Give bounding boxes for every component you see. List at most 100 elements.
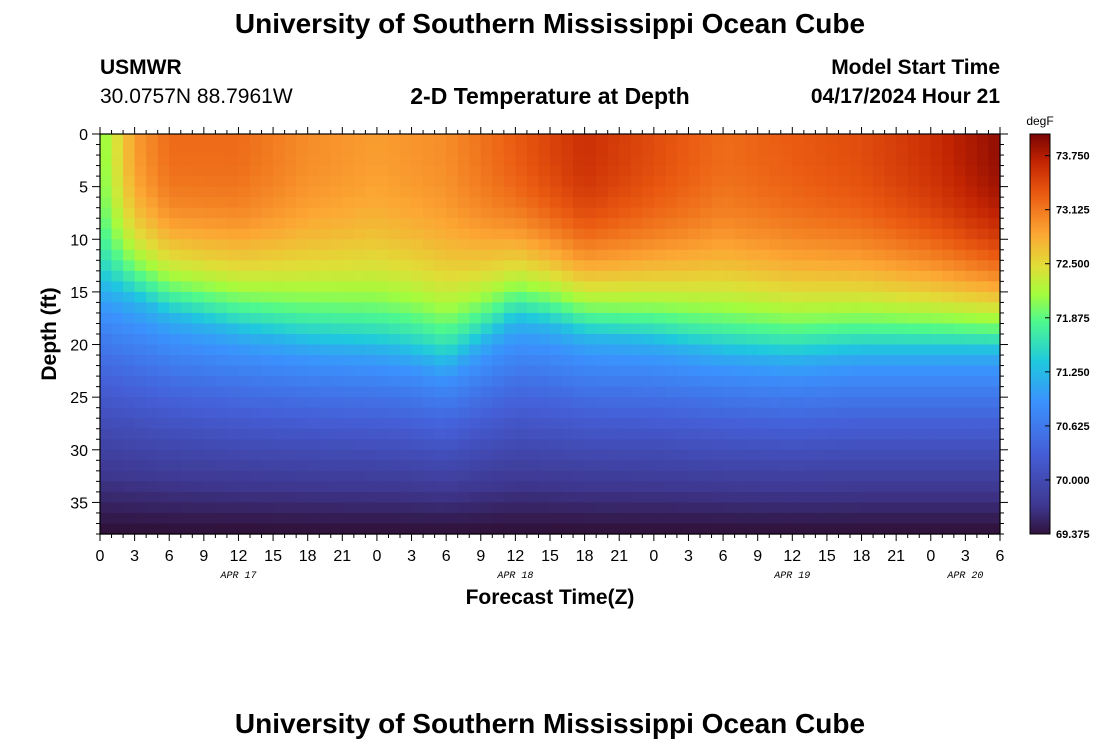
heat-cell: [307, 376, 320, 388]
heat-cell: [596, 344, 609, 356]
heat-cell: [780, 197, 793, 209]
heat-cell: [780, 291, 793, 304]
heat-cell: [803, 197, 816, 209]
heat-cell: [423, 186, 436, 198]
heat-cell: [146, 165, 159, 177]
heat-cell: [319, 155, 332, 167]
heat-cell: [319, 502, 332, 514]
heat-cell: [884, 449, 897, 461]
heat-cell: [850, 334, 863, 346]
heat-cell: [688, 312, 701, 325]
heat-cell: [780, 418, 793, 430]
heat-cell: [515, 428, 528, 440]
heat-cell: [192, 439, 205, 451]
heat-cell: [746, 165, 759, 177]
heat-cell: [296, 481, 309, 493]
heat-cell: [469, 312, 482, 325]
heat-cell: [273, 155, 286, 167]
heat-cell: [953, 470, 966, 482]
heat-cell: [596, 155, 609, 167]
heat-cell: [803, 470, 816, 482]
heat-cell: [284, 176, 297, 188]
heat-cell: [434, 365, 447, 377]
heat-cell: [665, 312, 678, 325]
heat-cell: [630, 176, 643, 188]
heat-cell: [400, 449, 413, 461]
heat-cell: [342, 334, 355, 346]
heat-cell: [630, 218, 643, 230]
heat-cell: [215, 312, 228, 325]
heat-cell: [700, 418, 713, 430]
heat-cell: [215, 165, 228, 177]
heat-cell: [561, 418, 574, 430]
heat-cell: [146, 365, 159, 377]
heat-cell: [157, 134, 170, 146]
heat-cell: [642, 270, 655, 282]
heat-cell: [319, 323, 332, 335]
heat-cell: [134, 418, 147, 430]
heat-cell: [965, 344, 978, 356]
heat-cell: [226, 439, 240, 451]
heat-cell: [838, 291, 851, 304]
heat-cell: [619, 418, 632, 430]
heat-cell: [942, 376, 955, 388]
heat-cell: [146, 407, 159, 419]
heat-cell: [226, 249, 240, 261]
heat-cell: [700, 428, 713, 440]
heat-cell: [942, 176, 955, 188]
heat-cell: [653, 176, 666, 188]
heat-cell: [584, 491, 597, 504]
heat-cell: [192, 512, 205, 525]
heat-cell: [515, 334, 528, 346]
heat-cell: [919, 376, 932, 388]
heat-cell: [111, 260, 124, 272]
heat-cell: [538, 397, 551, 409]
heat-cell: [884, 386, 897, 398]
heat-cell: [630, 386, 643, 398]
heat-cell: [711, 523, 724, 535]
heat-cell: [423, 176, 436, 188]
heat-cell: [538, 376, 551, 388]
heat-cell: [215, 155, 228, 167]
heat-cell: [976, 197, 990, 209]
heat-cell: [134, 376, 147, 388]
heat-cell: [434, 312, 447, 325]
heat-cell: [792, 291, 805, 304]
heat-cell: [169, 239, 182, 251]
heat-cell: [365, 470, 378, 482]
heat-cell: [711, 502, 724, 514]
heat-cell: [238, 502, 251, 514]
heat-cell: [907, 481, 920, 493]
heat-cell: [342, 418, 355, 430]
heat-cell: [111, 397, 124, 409]
heat-cell: [826, 376, 840, 388]
heat-cell: [169, 512, 182, 525]
heat-cell: [757, 376, 770, 388]
heat-cell: [330, 460, 343, 472]
heat-cell: [307, 249, 320, 261]
heat-cell: [284, 186, 297, 198]
heat-cell: [653, 376, 666, 388]
heat-cell: [411, 323, 424, 335]
heat-cell: [203, 144, 216, 156]
heat-cell: [619, 512, 632, 525]
heat-cell: [284, 365, 297, 377]
heat-cell: [861, 207, 874, 219]
heat-cell: [861, 491, 874, 504]
heat-cell: [284, 386, 297, 398]
heat-cell: [503, 365, 516, 377]
heat-cell: [388, 386, 401, 398]
colorbar-tick-label: 70.000: [1056, 475, 1090, 487]
heat-cell: [330, 186, 343, 198]
heat-cell: [780, 260, 793, 272]
heat-cell: [561, 344, 574, 356]
heat-cell: [492, 134, 505, 146]
heat-cell: [769, 323, 782, 335]
heat-cell: [711, 334, 724, 346]
heat-cell: [850, 344, 863, 356]
heat-cell: [526, 481, 540, 493]
heat-cell: [734, 418, 747, 430]
heat-cell: [792, 481, 805, 493]
heat-cell: [596, 502, 609, 514]
heat-cell: [838, 176, 851, 188]
